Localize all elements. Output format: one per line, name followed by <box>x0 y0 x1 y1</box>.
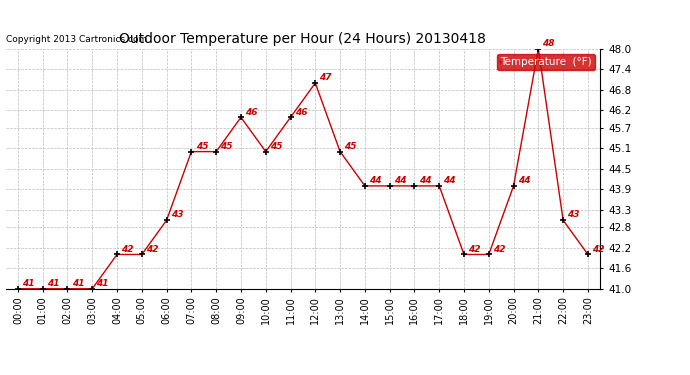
Text: 42: 42 <box>592 244 604 254</box>
Text: 42: 42 <box>146 244 159 254</box>
Text: 43: 43 <box>170 210 184 219</box>
Text: 48: 48 <box>542 39 555 48</box>
Text: 42: 42 <box>493 244 506 254</box>
Text: 45: 45 <box>344 142 357 151</box>
Text: 47: 47 <box>319 73 332 82</box>
Text: 44: 44 <box>444 176 456 185</box>
Text: 43: 43 <box>567 210 580 219</box>
Text: 44: 44 <box>369 176 382 185</box>
Text: 46: 46 <box>245 108 257 117</box>
Text: 44: 44 <box>419 176 431 185</box>
Text: 41: 41 <box>72 279 84 288</box>
Legend: Temperature  (°F): Temperature (°F) <box>497 54 595 70</box>
Text: 45: 45 <box>195 142 208 151</box>
Text: 41: 41 <box>22 279 34 288</box>
Text: 41: 41 <box>97 279 109 288</box>
Text: 46: 46 <box>295 108 307 117</box>
Text: 44: 44 <box>518 176 530 185</box>
Text: 42: 42 <box>121 244 134 254</box>
Text: 44: 44 <box>394 176 406 185</box>
Title: Outdoor Temperature per Hour (24 Hours) 20130418: Outdoor Temperature per Hour (24 Hours) … <box>119 32 486 46</box>
Text: 42: 42 <box>468 244 481 254</box>
Text: 45: 45 <box>220 142 233 151</box>
Text: 41: 41 <box>47 279 59 288</box>
Text: 45: 45 <box>270 142 282 151</box>
Text: Copyright 2013 Cartronics.com: Copyright 2013 Cartronics.com <box>6 35 147 44</box>
